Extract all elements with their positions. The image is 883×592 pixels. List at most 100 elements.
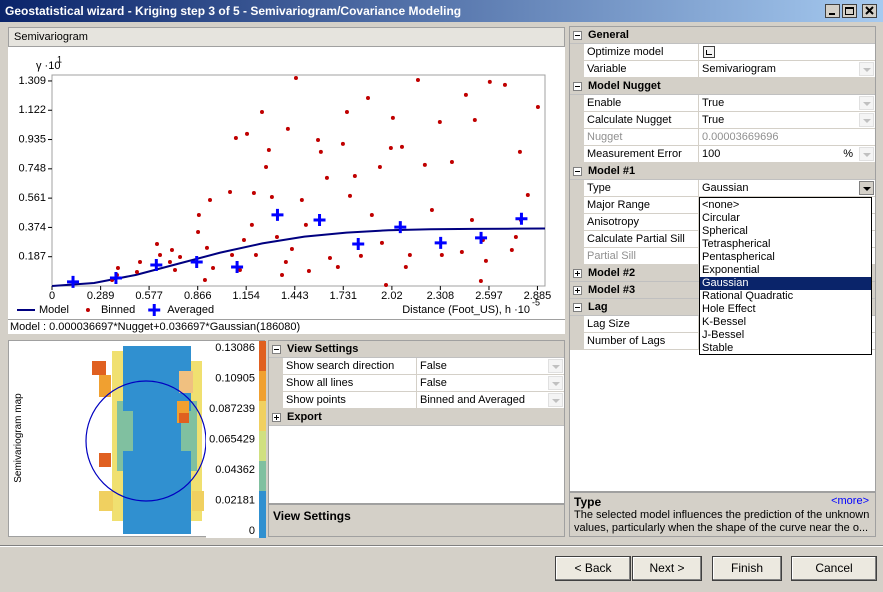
property-row[interactable]: Type Gaussian (584, 180, 875, 197)
dropdown-arrow (863, 187, 871, 191)
dropdown-option[interactable]: Tetraspherical (702, 238, 771, 250)
toggle-plus (276, 415, 277, 420)
binned-point (517, 149, 522, 154)
property-row[interactable]: Nugget 0.00003669696 (584, 129, 875, 146)
dropdown-button[interactable] (548, 393, 563, 407)
next-button[interactable]: Next > (632, 556, 702, 581)
property-row[interactable]: Enable True (584, 95, 875, 112)
binned-point (196, 213, 201, 218)
binned-point (352, 174, 357, 179)
expand-toggle[interactable] (573, 82, 582, 91)
dropdown-option[interactable]: K-Bessel (702, 316, 747, 328)
binned-point (266, 148, 271, 153)
dropdown-arrow (863, 119, 871, 123)
expand-toggle[interactable] (573, 31, 582, 40)
dropdown-arrow (863, 102, 871, 106)
dropdown-option[interactable]: Pentaspherical (702, 251, 775, 263)
property-label: Nugget (584, 129, 699, 145)
expand-toggle[interactable] (573, 269, 582, 278)
dropdown-option[interactable]: Stable (702, 342, 734, 354)
group-header[interactable]: View Settings (269, 341, 564, 358)
property-row[interactable]: Calculate Nugget True (584, 112, 875, 129)
model-curve (51, 227, 546, 287)
binned-point (407, 252, 412, 257)
semivariogram-chart: γ ·10 1 Distance (Foot_US), h ·10 -5 0.1… (8, 47, 565, 319)
expand-toggle[interactable] (272, 345, 281, 354)
row-gutter (269, 358, 283, 375)
cancel-button[interactable]: Cancel (791, 556, 877, 581)
binned-point (383, 283, 388, 288)
minimize-button[interactable] (825, 4, 840, 18)
binned-point (204, 245, 209, 250)
property-unit: % (843, 148, 853, 160)
binned-point (196, 229, 201, 234)
back-button[interactable]: < Back (555, 556, 631, 581)
separator (0, 545, 883, 547)
expand-toggle[interactable] (573, 286, 582, 295)
dropdown-option[interactable]: Gaussian (700, 277, 871, 290)
binned-point (459, 250, 464, 255)
binned-point (439, 252, 444, 257)
y-tick-label: 1.122 (18, 104, 46, 116)
binned-point (241, 237, 246, 242)
group-title: Lag (588, 301, 608, 313)
expand-toggle[interactable] (573, 303, 582, 312)
group-header[interactable]: Model #1 (570, 163, 875, 180)
dropdown-button[interactable] (859, 62, 874, 76)
property-row[interactable]: Variable Semivariogram (584, 61, 875, 78)
semivariogram-map: 0.13086 0.10905 0.087239 0.065429 0.04362 0.0… (85, 341, 266, 538)
binned-point (340, 141, 345, 146)
binned-point (253, 252, 258, 257)
binned-point (158, 252, 163, 257)
averaged-point (352, 238, 365, 251)
dropdown-button[interactable] (859, 181, 874, 195)
dropdown-arrow (552, 382, 560, 386)
group-header[interactable]: Export (269, 409, 564, 426)
property-row[interactable]: Show all lines False (283, 375, 564, 392)
finish-button[interactable]: Finish (712, 556, 782, 581)
close-button[interactable] (862, 4, 877, 18)
dropdown-option[interactable]: Rational Quadratic (702, 290, 794, 302)
dropdown-button[interactable] (859, 147, 874, 161)
x-tick-label: 1.154 (232, 290, 260, 302)
colorbar-segment (259, 461, 266, 491)
group-header[interactable]: General (570, 27, 875, 44)
dropdown-button[interactable] (859, 96, 874, 110)
dropdown-option[interactable]: Exponential (702, 264, 760, 276)
property-row[interactable]: Show search direction False (283, 358, 564, 375)
toggle-minus (575, 307, 580, 308)
dropdown-option[interactable]: Hole Effect (702, 303, 756, 315)
dropdown-option[interactable]: Spherical (702, 225, 748, 237)
toggle-minus (575, 35, 580, 36)
property-label: Partial Sill (584, 248, 699, 264)
property-value: True (702, 114, 725, 126)
group-header[interactable]: Model Nugget (570, 78, 875, 95)
optimize-icon[interactable] (703, 46, 715, 58)
dropdown-button[interactable] (548, 359, 563, 373)
binned-point (487, 79, 492, 84)
dropdown-button[interactable] (548, 376, 563, 390)
x-tick-label: 2.597 (475, 290, 503, 302)
maximize-button[interactable] (842, 4, 857, 18)
property-label: Optimize model (584, 44, 699, 60)
dropdown-option[interactable]: <none> (702, 199, 740, 211)
dropdown-option[interactable]: Circular (702, 212, 740, 224)
property-row[interactable]: Show points Binned and Averaged (283, 392, 564, 409)
dropdown-button[interactable] (859, 113, 874, 127)
property-label: Lag Size (584, 316, 699, 332)
expand-toggle[interactable] (272, 413, 281, 422)
dropdown-option[interactable]: J-Bessel (702, 329, 745, 341)
property-row[interactable]: Optimize model (584, 44, 875, 61)
binned-point (299, 198, 304, 203)
property-value: 100 (702, 148, 721, 160)
expand-toggle[interactable] (573, 167, 582, 176)
binned-point (344, 109, 349, 114)
colorbar-label: 0.065429 (209, 433, 255, 445)
binned-point (483, 258, 488, 263)
icon-glyph (706, 50, 712, 55)
property-row[interactable]: Measurement Error 100% (584, 146, 875, 163)
type-dropdown-list: <none> Circular Spherical Tetraspherical Pen… (699, 197, 872, 355)
more-link[interactable]: <more> (831, 495, 869, 507)
model-formula: Model : 0.000036697*Nugget+0.036697*Gaus… (8, 319, 565, 334)
binned-point (463, 92, 468, 97)
